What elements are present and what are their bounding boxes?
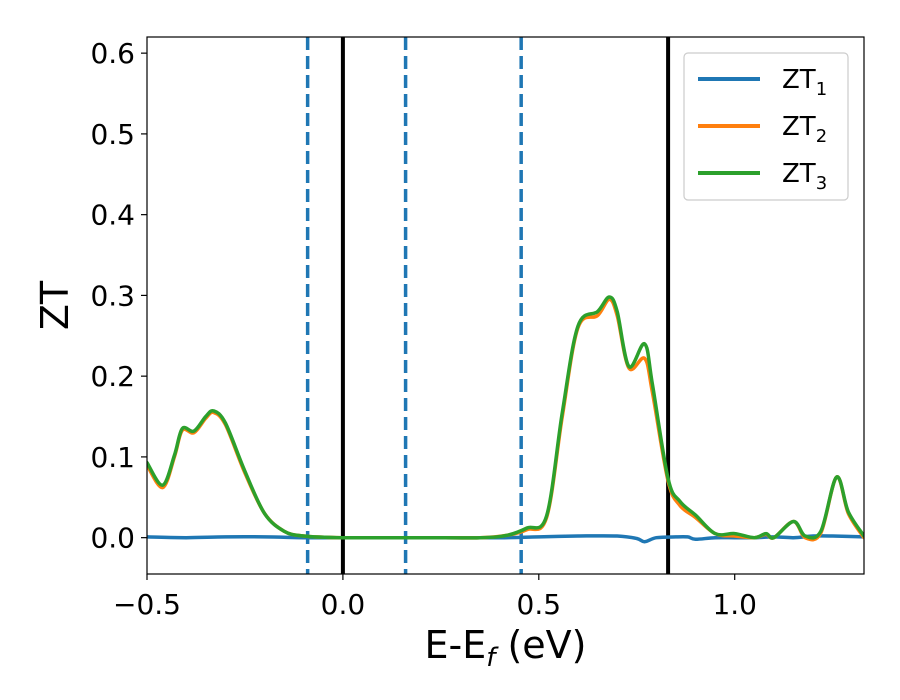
legend-box xyxy=(683,52,849,201)
legend-label-zt1: ZT1 xyxy=(782,65,827,100)
legend-label-sub: 2 xyxy=(816,126,827,147)
x-tick-label-3: 1.0 xyxy=(712,588,757,621)
legend-label-main: ZT xyxy=(782,159,816,189)
series-line-zt3 xyxy=(147,295,864,540)
axes: −0.5 0.0 0.5 1.0 0.0 0.1 0.2 0.3 0.4 0.5 0.6 E-Ef (… xyxy=(33,36,865,673)
legend-label-sub: 1 xyxy=(816,79,827,100)
x-axis-label: E-Ef (eV) xyxy=(425,623,587,673)
vertical-lines xyxy=(305,37,671,574)
legend-label-sub: 3 xyxy=(816,173,827,194)
x-tick-label-2: 0.5 xyxy=(517,588,562,621)
legend-label-main: ZT xyxy=(782,112,816,142)
y-tick-label-6: 0.6 xyxy=(90,37,135,70)
y-tick-label-4: 0.4 xyxy=(90,199,135,232)
y-axis-label: ZT xyxy=(33,280,77,330)
legend-label-zt2: ZT2 xyxy=(782,112,827,147)
x-axis-label-unit: (eV) xyxy=(495,623,586,667)
series-lines xyxy=(147,295,864,544)
y-tick-label-5: 0.5 xyxy=(90,118,135,151)
y-tick-label-2: 0.2 xyxy=(90,360,135,393)
x-axis-label-main: E-E xyxy=(425,623,487,667)
y-tick-label-3: 0.3 xyxy=(90,279,135,312)
legend-label-main: ZT xyxy=(782,65,816,95)
y-tick-label-1: 0.1 xyxy=(90,441,135,474)
legend-label-zt3: ZT3 xyxy=(782,159,827,194)
y-tick-label-0: 0.0 xyxy=(90,522,135,555)
x-tick-label-0: −0.5 xyxy=(113,588,181,621)
axes-frame xyxy=(146,36,865,575)
x-tick-label-1: 0.0 xyxy=(321,588,366,621)
